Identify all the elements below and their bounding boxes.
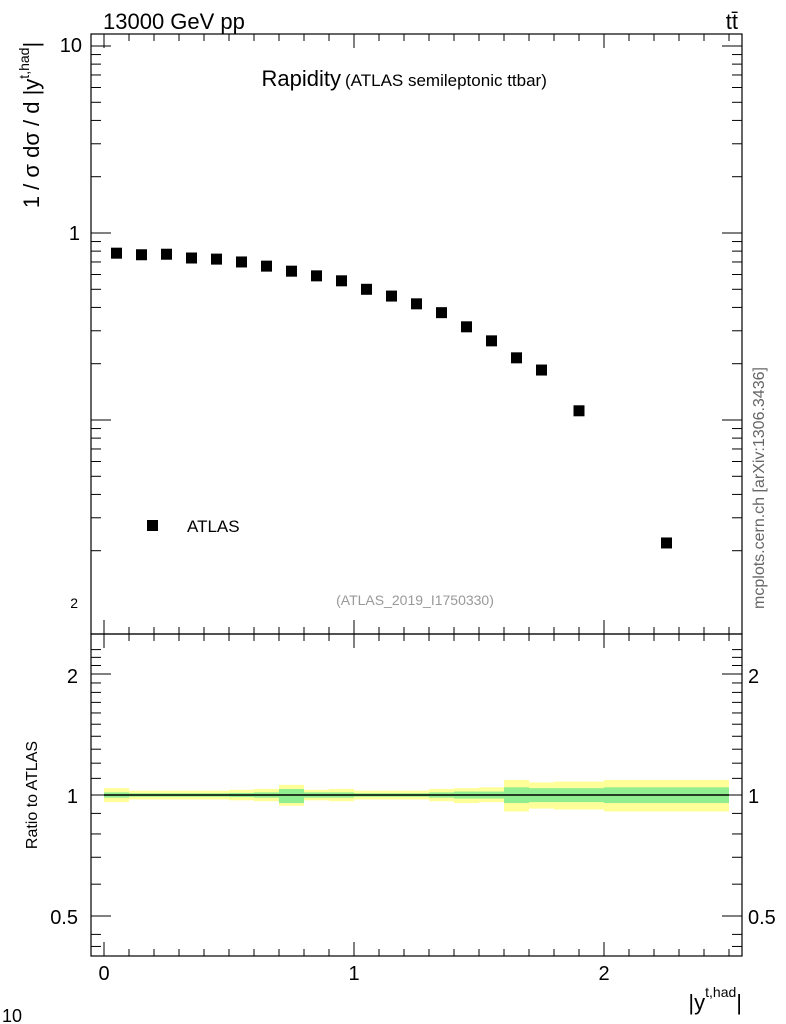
atlas-data-point [286,265,297,277]
atlas-data-point [236,256,247,268]
ytick-label-1: 1 [69,223,80,245]
atlas-data-point [211,253,222,265]
main-y-axis-title-sup: t,had [16,48,32,79]
corner-label-10: 10 [2,1006,22,1024]
xtick-label-0: 0 [98,963,109,985]
atlas-data-point [661,537,672,549]
main-plot-frame [90,33,743,635]
atlas-data-point [261,260,272,272]
x-axis-title: |yt,had| [688,984,742,1015]
legend-label-atlas: ATLAS [187,517,240,536]
ratio-ytick-label-05-left: 0.5 [50,907,78,929]
ratio-ytick-label-1-left: 1 [67,786,78,808]
main-plot: Rapidity (ATLAS semileptonic ttbar) 10 1… [16,33,768,635]
ytick-minor-label-2: 2 [70,595,78,611]
xtick-label-1: 1 [348,963,359,985]
atlas-data-point [536,364,547,376]
watermark-text: mcplots.cern.ch [arXiv:1306.3436] [751,367,768,609]
atlas-data-point [361,283,372,295]
main-axis-ticks [91,34,742,634]
ratio-ytick-label-2-left: 2 [67,666,78,688]
atlas-data-point [136,249,147,261]
atlas-data-point [511,352,522,364]
atlas-data-point [436,307,447,319]
x-axis-title-sup: t,had [705,984,736,1000]
ratio-band-inner [279,788,304,804]
main-plot-subtitle: (ATLAS semileptonic ttbar) [345,71,547,90]
ratio-ytick-label-2-right: 2 [748,666,759,688]
main-plot-title: Rapidity [262,66,341,91]
header-process-label: tt̄ [726,9,738,34]
ratio-ytick-label-05-right: 0.5 [748,907,776,929]
atlas-data-point [386,290,397,302]
main-y-axis-title-text: 1 / σ dσ / d |y [19,79,44,208]
xtick-label-2: 2 [598,963,609,985]
ratio-plot: 2 1 0.5 2 1 0.5 Ratio to ATLAS 0 1 2 |yt… [2,633,776,1024]
main-y-axis-title: 1 / σ dσ / d |yt,had| [16,42,44,208]
x-axis-title-close: | [736,990,742,1015]
main-y-axis-title-close: | [19,42,44,48]
atlas-data-point [573,405,585,417]
atlas-data-point [186,252,197,264]
ratio-y-axis-title: Ratio to ATLAS [24,741,41,849]
main-data-points [111,247,672,549]
ytick-label-10: 10 [60,35,82,57]
atlas-data-point [161,248,172,260]
ratio-ytick-label-1-right: 1 [748,786,759,808]
ratio-axis-ticks [91,634,742,956]
atlas-data-point [311,270,322,282]
legend-marker-atlas [147,520,158,531]
atlas-data-point [336,275,347,287]
atlas-data-point [111,247,122,259]
x-axis-title-text: |y [688,990,705,1015]
analysis-id-label: (ATLAS_2019_I1750330) [336,592,494,608]
atlas-data-point [461,321,472,333]
atlas-data-point [411,298,422,310]
header-energy-label: 13000 GeV pp [103,9,245,34]
atlas-data-point [486,335,497,347]
